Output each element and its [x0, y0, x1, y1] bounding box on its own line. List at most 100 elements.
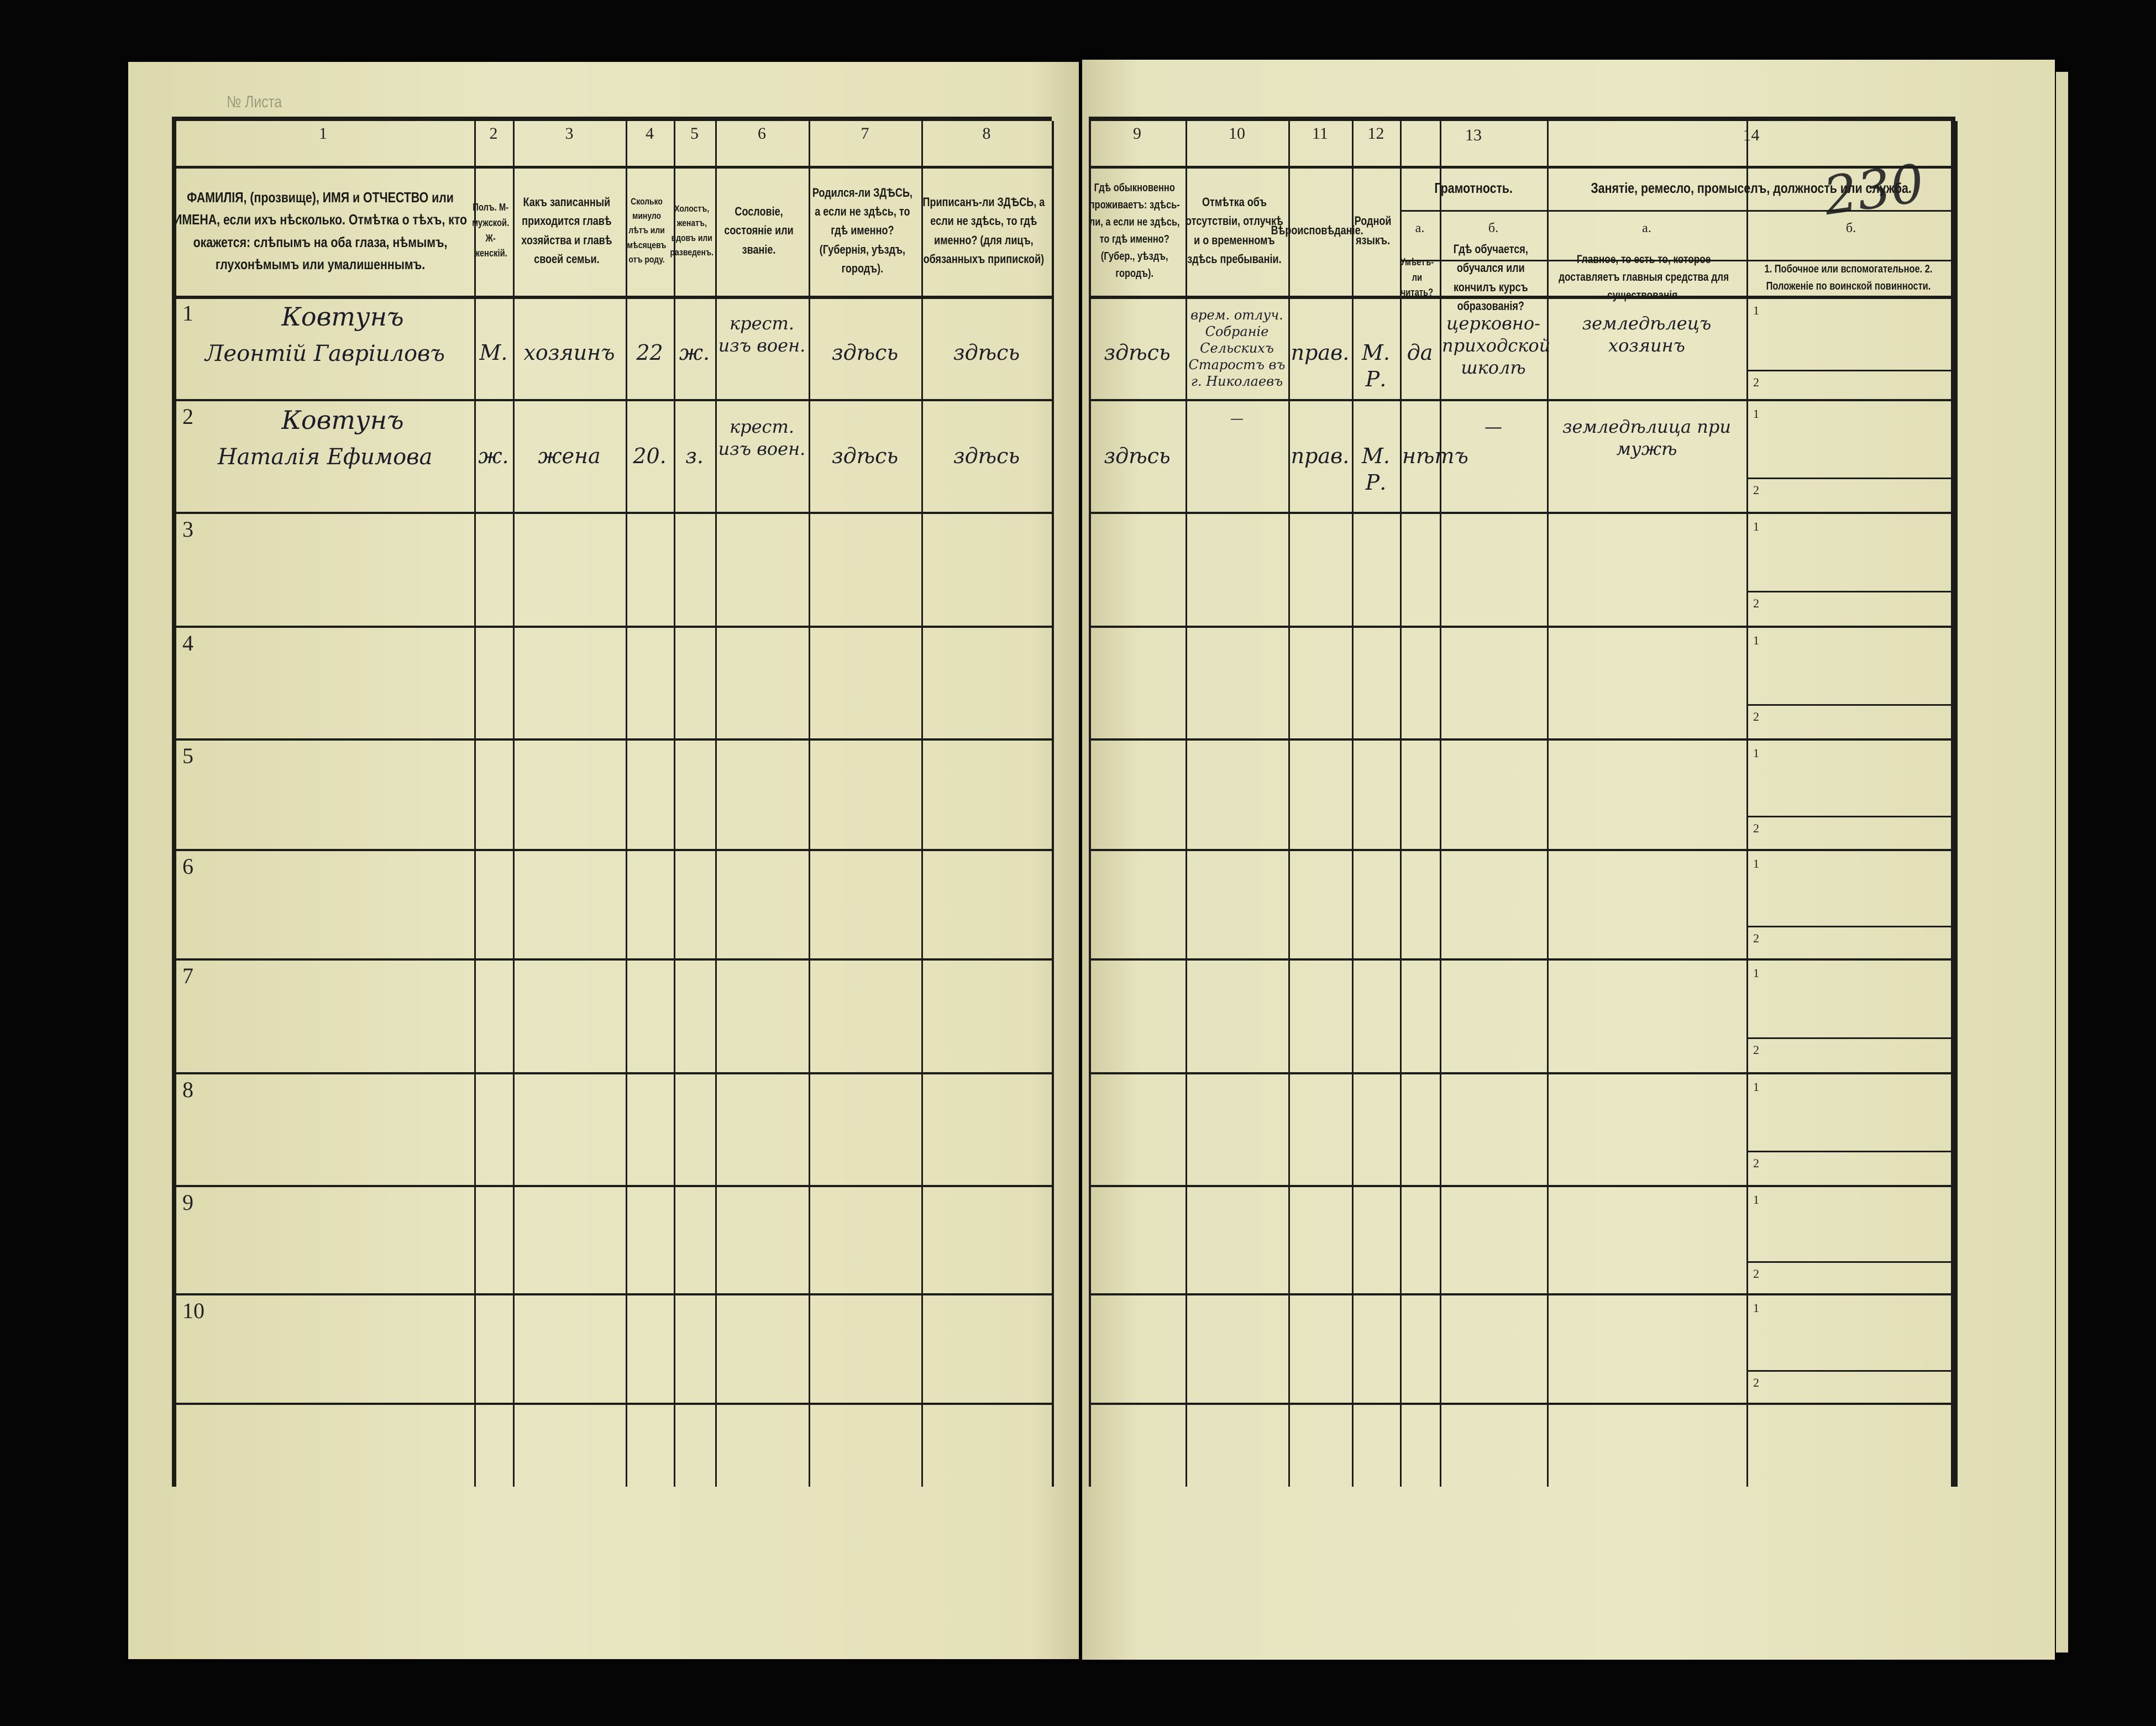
page-stack-edge [2056, 72, 2068, 1652]
surname: Ковтунъ [281, 405, 404, 435]
sub-row-label-1: 1 [1753, 1301, 1759, 1315]
column-header-6: Сословіе, состояніе или званіе. [724, 204, 794, 256]
column-rule [1440, 121, 1441, 1487]
column-header-13b: Гдѣ обучается, обучался или кончилъ курс… [1453, 242, 1528, 312]
row-rule [172, 399, 1052, 401]
row-rule [172, 1185, 1052, 1187]
column-header-8: Приписанъ-ли ЗДѢСЬ, а если не здѣсь, то … [922, 195, 1045, 266]
sub-row-label-1: 1 [1753, 633, 1759, 647]
column-rule [1288, 121, 1290, 1487]
column-rule [1547, 121, 1549, 1487]
row-rule [1089, 738, 1955, 741]
cell-age: 20. [633, 444, 667, 468]
sub-row-rule [1746, 704, 1955, 706]
column-header-2: Полъ. М-мужской. Ж-женскій. [472, 201, 510, 259]
sub-row-label-2: 2 [1753, 1267, 1759, 1281]
row-rule [172, 626, 1052, 628]
sub-row-rule [1746, 1261, 1955, 1263]
column-number-7: 7 [861, 124, 869, 143]
table-left-border [172, 121, 176, 1487]
cell-estate: крест. изъ воен. [718, 416, 806, 459]
column-header-4: Сколько минуло лѣтъ или мѣсяцевъ отъ род… [627, 196, 667, 265]
sub-row-label-1: 1 [1753, 746, 1759, 760]
column-number-9: 9 [1133, 124, 1141, 143]
cell-sex: ж. [478, 444, 509, 468]
sub-row-label-1: 1 [1753, 303, 1759, 317]
row-rule [1089, 1403, 1955, 1405]
cell-age: 22 [636, 340, 663, 365]
cell-language: М. Р. [1362, 340, 1390, 391]
cell-marital: з. [685, 444, 704, 468]
cell-relation: хозяинъ [523, 340, 615, 365]
group-sub-a-13: а. [1415, 221, 1425, 235]
column-rule [474, 121, 476, 1487]
header-bottom-rule [1089, 296, 1955, 299]
sub-row-rule [1746, 591, 1955, 592]
cell-literate: нѣтъ [1402, 444, 1468, 468]
header-bottom-rule [172, 296, 1052, 299]
column-header-14a: Главное, то есть то, которое доставляетъ… [1559, 253, 1729, 302]
sub-row-label-2: 2 [1753, 1043, 1759, 1057]
column-header-12: Родной языкъ. [1355, 214, 1392, 247]
row-rule [1089, 849, 1955, 851]
column-number-12: 12 [1367, 124, 1384, 143]
cell-registered: здѣсь [953, 340, 1020, 365]
cell-literate: да [1407, 340, 1433, 365]
row-number: 4 [182, 631, 193, 655]
cell-born: здѣсь [831, 444, 899, 468]
cell-marital: ж. [679, 340, 710, 365]
sub-row-label-1: 1 [1753, 1193, 1759, 1206]
row-number: 9 [182, 1190, 193, 1215]
sub-row-label-1: 1 [1753, 966, 1759, 980]
column-rule [1746, 121, 1748, 1487]
left-page [128, 62, 1079, 1659]
group-title-13: Грамотность. [1434, 179, 1513, 196]
sub-row-rule [1746, 926, 1955, 927]
row-number: 1 [182, 301, 193, 326]
table-right-border [1951, 121, 1955, 1487]
row-rule [1089, 1185, 1955, 1187]
row-number: 7 [182, 963, 193, 988]
sub-row-rule [1746, 1037, 1955, 1039]
row-rule [172, 1072, 1052, 1074]
group-title-rule [1400, 166, 1955, 167]
row-rule [1089, 958, 1955, 961]
header-number-rule [172, 166, 1052, 169]
cell-education: церковно-приходской школѣ [1442, 313, 1551, 378]
sub-row-label-2: 2 [1753, 710, 1759, 723]
column-header-3: Какъ записанный приходится главѣ хозяйст… [521, 195, 612, 266]
cell-occupation: земледѣлица при мужѣ [1562, 416, 1731, 459]
table-top-border [1089, 117, 1955, 121]
table-top-border [172, 117, 1052, 121]
column-rule [809, 121, 810, 1487]
row-rule [172, 958, 1052, 961]
right-page [1082, 60, 2055, 1660]
column-rule [513, 121, 515, 1487]
column-header-13a: Умѣетъ-ли читать? [1400, 256, 1434, 298]
sub-row-label-2: 2 [1753, 931, 1759, 945]
group-number-13: 13 [1465, 126, 1482, 144]
column-rule [715, 121, 717, 1487]
given-name-patronymic: Леонтій Гавріиловъ [205, 341, 445, 366]
column-rule [674, 121, 675, 1487]
column-rule [626, 121, 627, 1487]
group-sub-a-14: а. [1642, 221, 1651, 235]
cell-religion: прав. [1291, 340, 1350, 365]
column-number-11: 11 [1312, 124, 1328, 143]
row-rule [172, 512, 1052, 514]
row-rule [1089, 1072, 1955, 1074]
column-header-1: ФАМИЛІЯ, (прозвище), ИМЯ и ОТЧЕСТВО или … [173, 188, 467, 272]
row-rule [172, 849, 1052, 851]
column-rule [1052, 121, 1053, 1487]
cell-resides: здѣсь [1104, 340, 1171, 365]
sub-row-rule [1746, 1370, 1955, 1372]
row-rule [1089, 1293, 1955, 1295]
cell-education: — [1484, 416, 1502, 437]
column-header-7: Родился-ли ЗДѢСЬ, а если не здѣсь, то гд… [812, 186, 912, 275]
group-sub-rule [1400, 210, 1955, 212]
sub-row-rule [1746, 370, 1955, 371]
given-name-patronymic: Наталія Ефимова [217, 444, 433, 470]
column-header-5: Холостъ, женатъ, вдовъ или разведенъ. [670, 203, 714, 258]
row-number: 5 [182, 743, 193, 768]
sub-row-rule [1746, 1151, 1955, 1152]
